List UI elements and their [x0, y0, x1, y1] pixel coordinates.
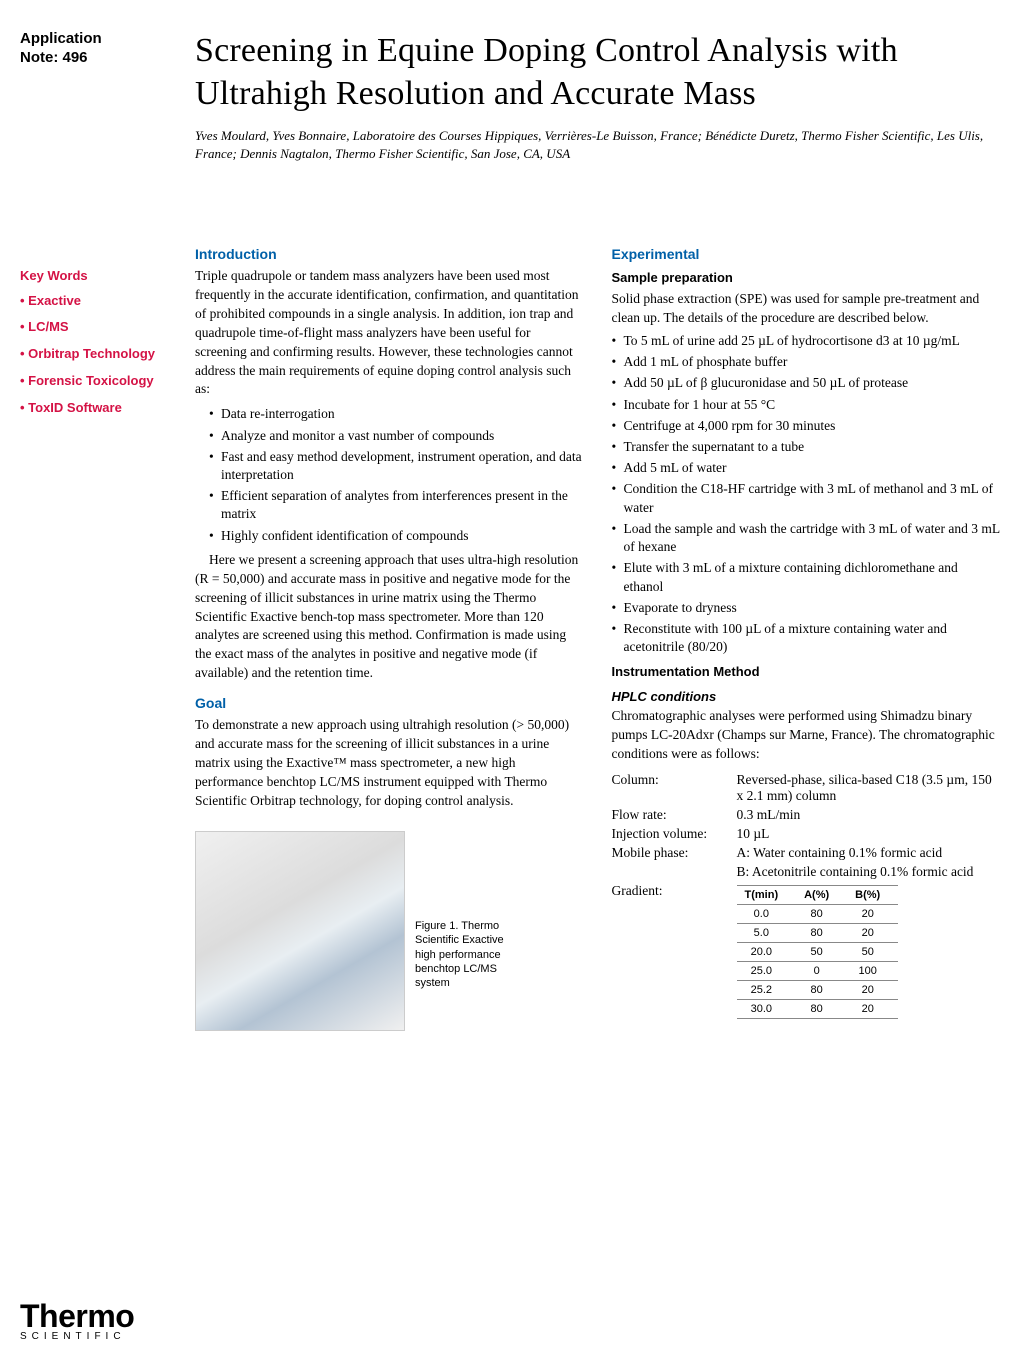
keywords-list: • Exactive • LC/MS • Orbitrap Technology…	[20, 293, 165, 417]
injection-label: Injection volume:	[612, 826, 737, 842]
intro-bullets: Data re-interrogation Analyze and monito…	[209, 405, 584, 545]
instrumentation-heading: Instrumentation Method	[612, 664, 1001, 679]
prep-step: Elute with 3 mL of a mixture containing …	[612, 559, 1001, 595]
flowrate-label: Flow rate:	[612, 807, 737, 823]
flowrate-value: 0.3 mL/min	[737, 807, 1001, 823]
keyword-item: • Forensic Toxicology	[20, 373, 165, 390]
sample-prep-heading: Sample preparation	[612, 270, 1001, 285]
keywords-heading: Key Words	[20, 268, 165, 283]
keyword-item: • ToxID Software	[20, 400, 165, 417]
introduction-heading: Introduction	[195, 246, 584, 262]
intro-para1: Triple quadrupole or tandem mass analyze…	[195, 267, 584, 399]
prep-step: Reconstitute with 100 µL of a mixture co…	[612, 620, 1001, 656]
prep-step: Condition the C18-HF cartridge with 3 mL…	[612, 480, 1001, 516]
prep-step: Add 50 µL of β glucuronidase and 50 µL o…	[612, 374, 1001, 392]
intro-bullet: Analyze and monitor a vast number of com…	[209, 427, 584, 445]
hplc-intro: Chromatographic analyses were performed …	[612, 707, 1001, 764]
gradient-table-wrapper: T(min) A(%) B(%) 0.08020 5.08020 20.0505…	[737, 883, 1001, 1019]
instrument-image	[195, 831, 405, 1031]
sidebar: Application Note: 496 Key Words • Exacti…	[0, 0, 180, 427]
intro-bullet: Highly confident identification of compo…	[209, 527, 584, 545]
figure-1: Figure 1. Thermo Scientific Exactive hig…	[195, 831, 584, 1031]
prep-step: Centrifuge at 4,000 rpm for 30 minutes	[612, 417, 1001, 435]
prep-step: Add 5 mL of water	[612, 459, 1001, 477]
grad-col-time: T(min)	[737, 886, 797, 905]
authors: Yves Moulard, Yves Bonnaire, Laboratoire…	[195, 127, 1000, 162]
grad-col-b: B(%)	[847, 886, 898, 905]
intro-bullet: Fast and easy method development, instru…	[209, 448, 584, 484]
gradient-table: T(min) A(%) B(%) 0.08020 5.08020 20.0505…	[737, 885, 899, 1019]
sample-prep-intro: Solid phase extraction (SPE) was used fo…	[612, 290, 1001, 328]
main-content: Screening in Equine Doping Control Analy…	[195, 30, 1000, 1031]
sample-prep-steps: To 5 mL of urine add 25 µL of hydrocorti…	[612, 332, 1001, 657]
injection-value: 10 µL	[737, 826, 1001, 842]
figure-caption: Figure 1. Thermo Scientific Exactive hig…	[415, 919, 525, 1030]
left-column: Introduction Triple quadrupole or tandem…	[195, 242, 584, 1030]
appnote-line1: Application	[20, 30, 102, 47]
intro-bullet: Data re-interrogation	[209, 405, 584, 423]
prep-step: Add 1 mL of phosphate buffer	[612, 353, 1001, 371]
thermo-logo: Thermo SCIENTIFIC	[20, 1298, 134, 1342]
prep-step: To 5 mL of urine add 25 µL of hydrocorti…	[612, 332, 1001, 350]
keyword-item: • Orbitrap Technology	[20, 346, 165, 363]
goal-heading: Goal	[195, 695, 584, 711]
two-column-body: Introduction Triple quadrupole or tandem…	[195, 242, 1000, 1030]
right-column: Experimental Sample preparation Solid ph…	[612, 242, 1001, 1030]
logo-main-text: Thermo	[20, 1298, 134, 1335]
mobilephase-label: Mobile phase:	[612, 845, 737, 861]
experimental-heading: Experimental	[612, 246, 1001, 262]
goal-text: To demonstrate a new approach using ultr…	[195, 716, 584, 810]
column-value: Reversed-phase, silica-based C18 (3.5 µm…	[737, 772, 1001, 804]
prep-step: Transfer the supernatant to a tube	[612, 438, 1001, 456]
gradient-label: Gradient:	[612, 883, 737, 1019]
grad-col-a: A(%)	[796, 886, 847, 905]
intro-bullet: Efficient separation of analytes from in…	[209, 487, 584, 523]
prep-step: Load the sample and wash the cartridge w…	[612, 520, 1001, 556]
intro-para2: Here we present a screening approach tha…	[195, 551, 584, 683]
hplc-heading: HPLC conditions	[612, 689, 1001, 704]
prep-step: Incubate for 1 hour at 55 °C	[612, 396, 1001, 414]
mobilephase-b: B: Acetonitrile containing 0.1% formic a…	[737, 864, 1001, 880]
mobilephase-a: A: Water containing 0.1% formic acid	[737, 845, 1001, 861]
page-title: Screening in Equine Doping Control Analy…	[195, 30, 1000, 115]
column-label: Column:	[612, 772, 737, 804]
hplc-conditions-table: Column: Reversed-phase, silica-based C18…	[612, 772, 1001, 1019]
appnote-line2: Note: 496	[20, 49, 88, 66]
keyword-item: • LC/MS	[20, 319, 165, 336]
keyword-item: • Exactive	[20, 293, 165, 310]
logo-sub-text: SCIENTIFIC	[20, 1331, 134, 1342]
application-note-label: Application Note: 496	[20, 30, 165, 68]
prep-step: Evaporate to dryness	[612, 599, 1001, 617]
